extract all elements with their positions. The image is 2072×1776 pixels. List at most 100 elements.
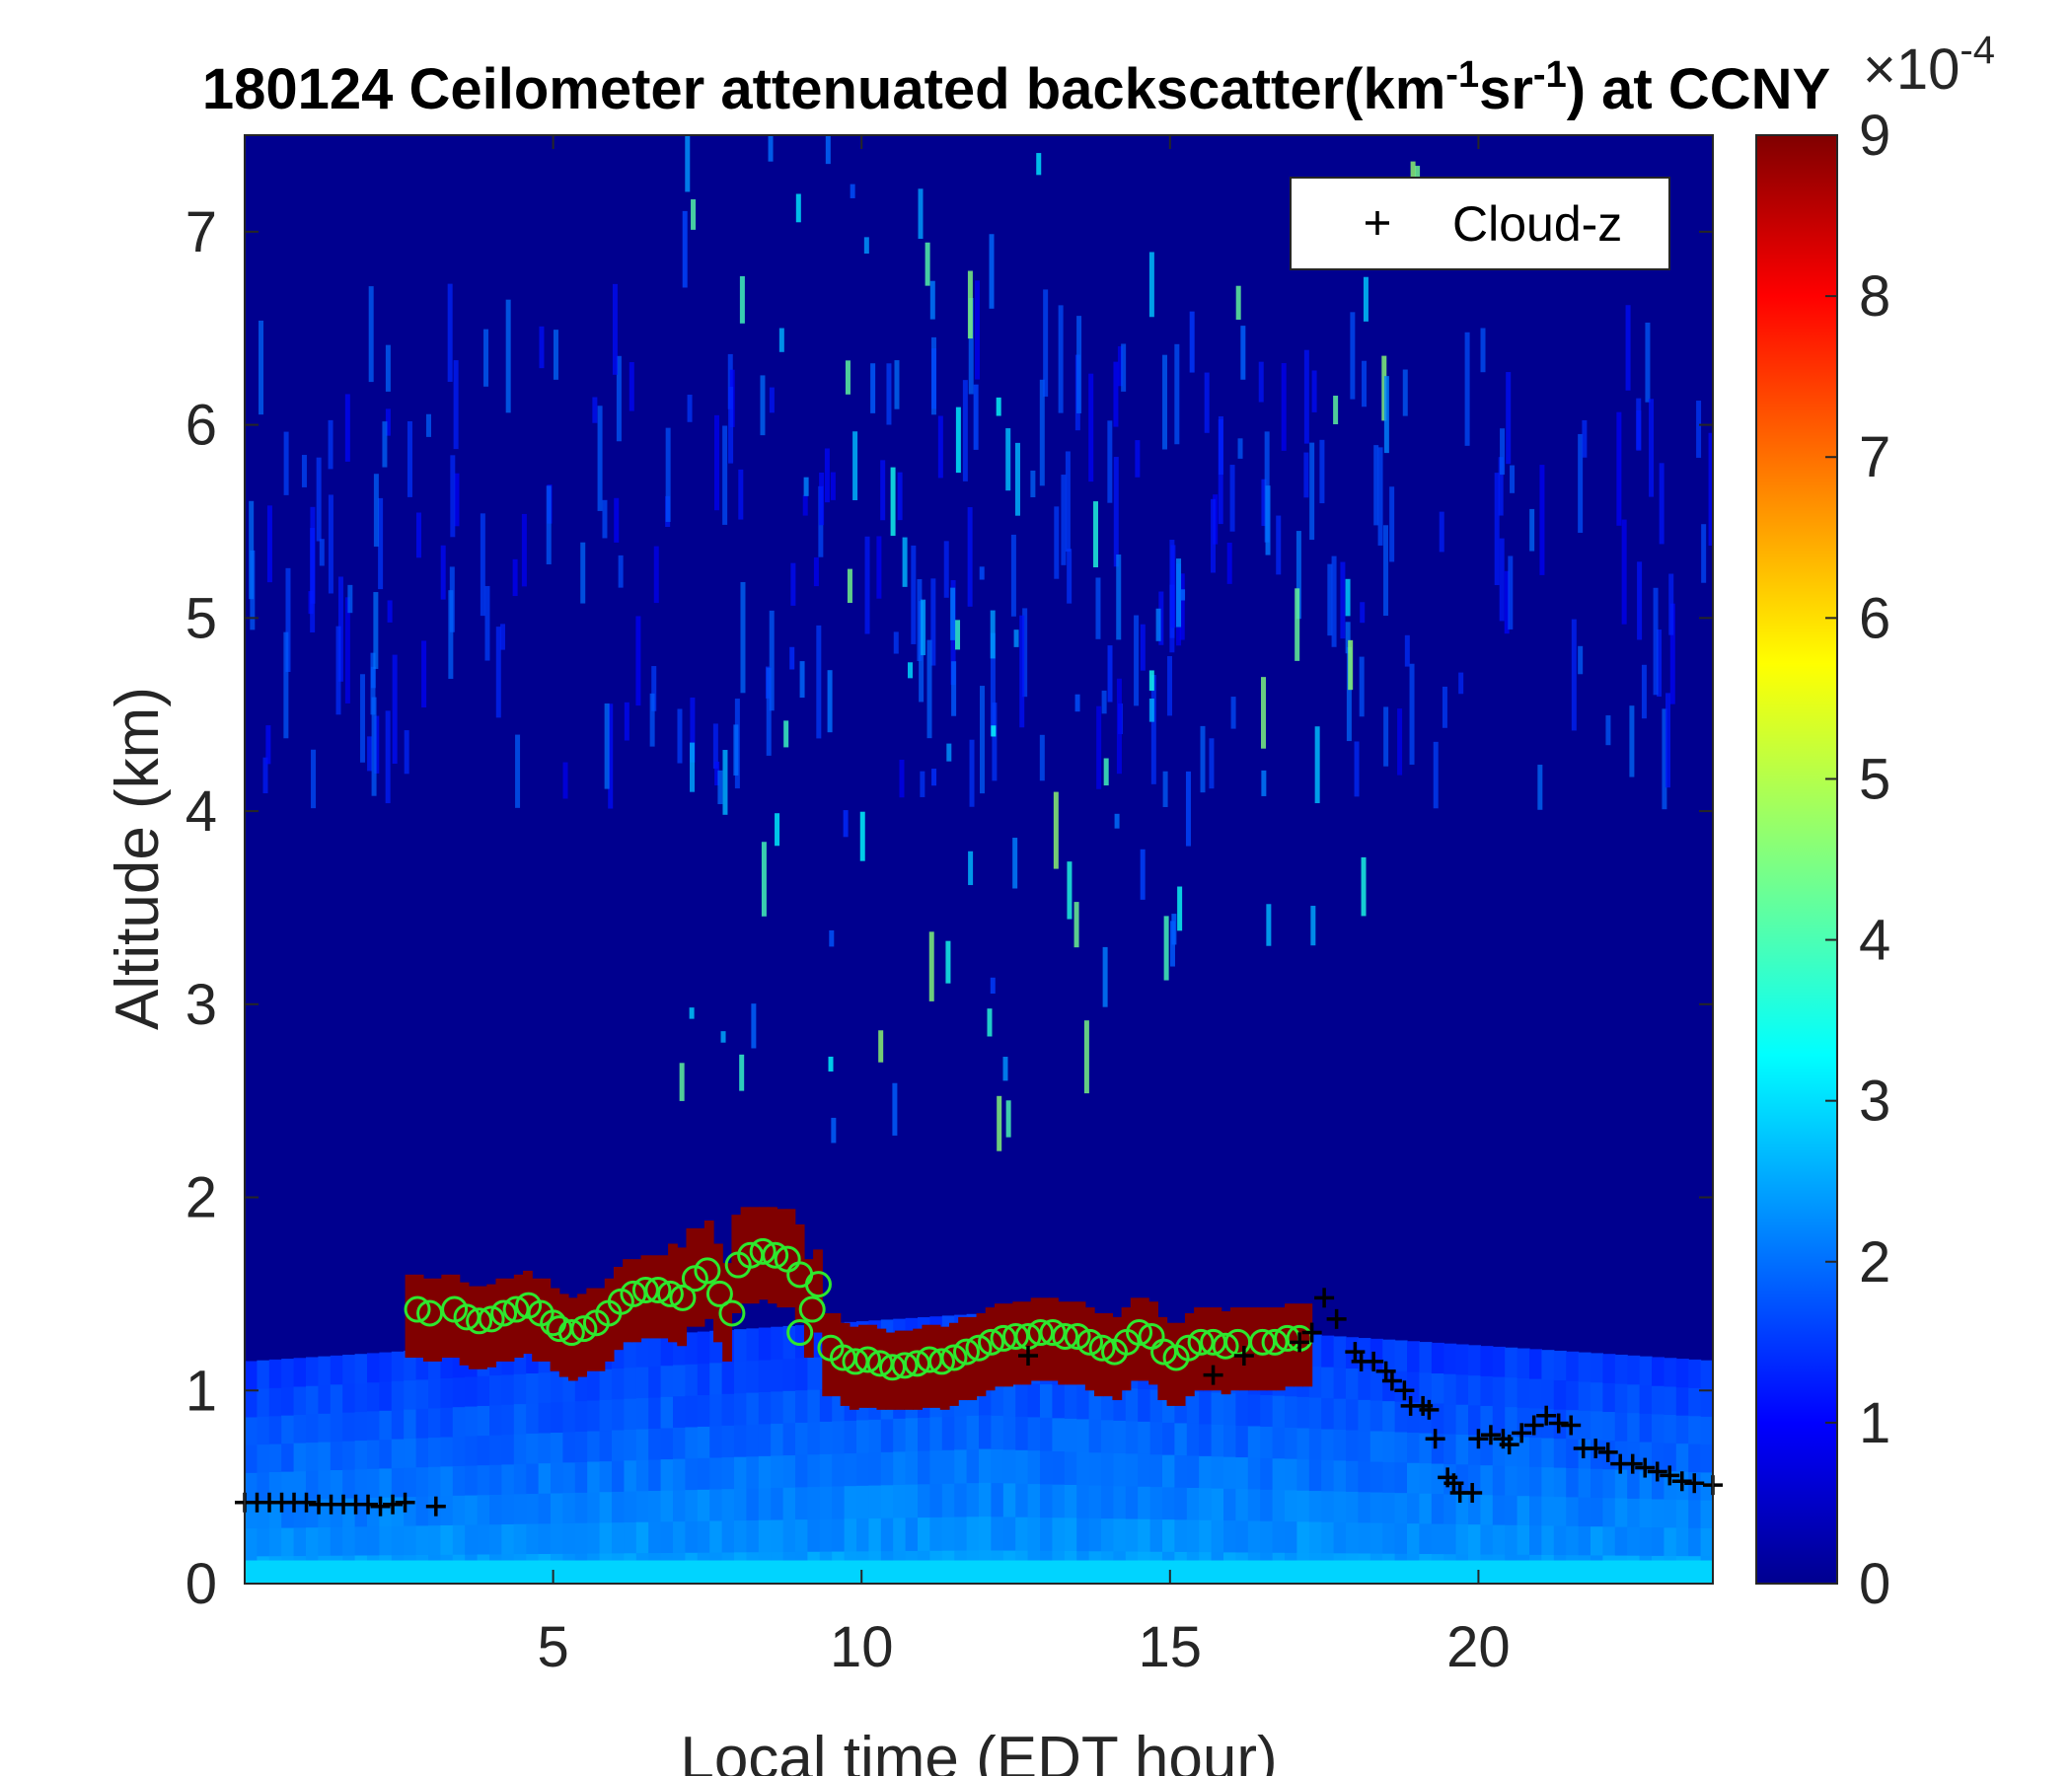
- heatmap-cell: [1076, 1451, 1090, 1486]
- heatmap-cell: [587, 1369, 601, 1401]
- heatmap-cell: [1675, 1386, 1689, 1416]
- cloud-z-point: [1425, 1429, 1445, 1449]
- heatmap-cell: [245, 1472, 258, 1502]
- heatmap-cell: [1505, 1524, 1518, 1555]
- cloud-ring-point: [1088, 1334, 1116, 1362]
- heatmap-cell: [562, 1522, 576, 1554]
- heatmap-cell: [905, 1450, 919, 1485]
- heatmap-cell: [612, 1521, 625, 1554]
- heatmap-cell: [1321, 1459, 1335, 1492]
- heatmap-cell: [758, 1423, 772, 1456]
- heatmap-cell: [1199, 1391, 1213, 1425]
- heatmap-cell: [979, 1447, 992, 1483]
- heatmap-streak: [387, 600, 393, 623]
- heatmap-cell: [1040, 1417, 1053, 1451]
- heatmap-cloud-cell: [913, 1328, 924, 1410]
- heatmap-streak: [827, 670, 833, 733]
- heatmap-streak: [733, 724, 739, 776]
- heatmap-cell: [538, 1462, 552, 1494]
- heatmap-cell: [1566, 1467, 1580, 1498]
- heatmap-streak: [651, 666, 657, 711]
- heatmap-streak: [448, 590, 454, 679]
- heatmap-cell: [1431, 1522, 1444, 1555]
- heatmap-streak: [979, 566, 985, 580]
- heatmap-cell: [1296, 1458, 1310, 1491]
- heatmap-cell: [367, 1440, 380, 1469]
- heatmap-cell: [746, 1488, 760, 1520]
- heatmap-cell: [587, 1430, 601, 1462]
- heatmap-cell: [918, 1450, 930, 1485]
- colorbar: [1756, 135, 1837, 1584]
- heatmap-streak: [1404, 634, 1410, 667]
- heatmap-streak: [1578, 645, 1584, 675]
- colorbar-tick-label: 6: [1859, 586, 1890, 650]
- heatmap-cell: [415, 1437, 429, 1468]
- heatmap-cell: [428, 1524, 441, 1555]
- heatmap-cell: [1517, 1348, 1530, 1378]
- heatmap-cloud-cell: [1257, 1307, 1268, 1391]
- heatmap-cell: [1272, 1426, 1286, 1459]
- heatmap-streak: [374, 715, 380, 774]
- heatmap-cell: [281, 1527, 295, 1557]
- heatmap-cell: [673, 1489, 686, 1522]
- heatmap-streak: [1345, 578, 1351, 617]
- heatmap-cell: [1407, 1341, 1420, 1372]
- heatmap-cell: [1064, 1450, 1077, 1485]
- heatmap-cell: [758, 1519, 772, 1553]
- heatmap-streak: [1014, 442, 1020, 516]
- cloud-ring-point: [786, 1319, 814, 1347]
- cloud-ring-point: [705, 1280, 733, 1307]
- cloud-z-point: [1548, 1413, 1569, 1434]
- cloud-ring-point: [978, 1328, 1005, 1356]
- heatmap-cell: [1052, 1450, 1066, 1485]
- cloud-ring-point: [952, 1338, 980, 1366]
- heatmap-streak: [990, 610, 996, 659]
- heatmap-streak: [943, 541, 949, 598]
- heatmap-cell: [1614, 1383, 1628, 1413]
- heatmap-cell: [1027, 1483, 1041, 1517]
- heatmap-cell: [844, 1420, 857, 1454]
- heatmap-cell: [318, 1413, 332, 1443]
- heatmap-streak: [890, 467, 896, 537]
- heatmap-streak: [859, 811, 865, 861]
- heatmap-streak: [713, 414, 719, 511]
- cloud-ring-point: [557, 1319, 585, 1347]
- heatmap-streak: [1310, 906, 1316, 946]
- heatmap-cell: [1455, 1523, 1469, 1555]
- heatmap-cell: [782, 1454, 796, 1488]
- heatmap-cell: [1431, 1493, 1444, 1524]
- heatmap-cell: [1321, 1367, 1335, 1399]
- heatmap-cell: [477, 1435, 490, 1466]
- heatmap-cell: [293, 1499, 307, 1528]
- cloud-z-point: [1536, 1405, 1557, 1426]
- heatmap-cell: [330, 1355, 343, 1385]
- heatmap-cell: [832, 1420, 846, 1454]
- heatmap-cloud-cell: [1229, 1307, 1240, 1391]
- heatmap-cell: [367, 1410, 380, 1441]
- heatmap-cell: [660, 1490, 674, 1522]
- heatmap-cell: [1541, 1350, 1555, 1380]
- heatmap-streak: [1113, 457, 1119, 567]
- cloud-ring-point: [570, 1315, 598, 1343]
- heatmap-cell: [1125, 1452, 1139, 1487]
- heatmap-cell: [342, 1355, 356, 1384]
- heatmap-streak: [1359, 656, 1365, 717]
- heatmap-cell: [330, 1383, 343, 1414]
- heatmap-streak: [1167, 656, 1173, 716]
- heatmap-streak: [382, 421, 388, 468]
- heatmap-cell: [819, 1388, 833, 1422]
- heatmap-streak: [1005, 428, 1011, 491]
- heatmap-cloud-cell: [1139, 1297, 1149, 1381]
- heatmap-streak: [1498, 457, 1504, 516]
- heatmap-cell: [1492, 1494, 1506, 1525]
- cloud-ring-point: [1261, 1328, 1289, 1356]
- heatmap-cell: [893, 1517, 907, 1552]
- heatmap-cell: [245, 1527, 258, 1557]
- heatmap-streak: [447, 283, 453, 382]
- heatmap-cell: [1149, 1453, 1163, 1488]
- heatmap-streak: [259, 320, 264, 415]
- heatmap-streak: [1237, 438, 1243, 459]
- colorbar-ticks: 0 1 2 3 4 5 6 7 8 9: [1825, 104, 1890, 1616]
- heatmap-cell: [1211, 1519, 1224, 1553]
- cloud-ring-point: [1212, 1332, 1239, 1360]
